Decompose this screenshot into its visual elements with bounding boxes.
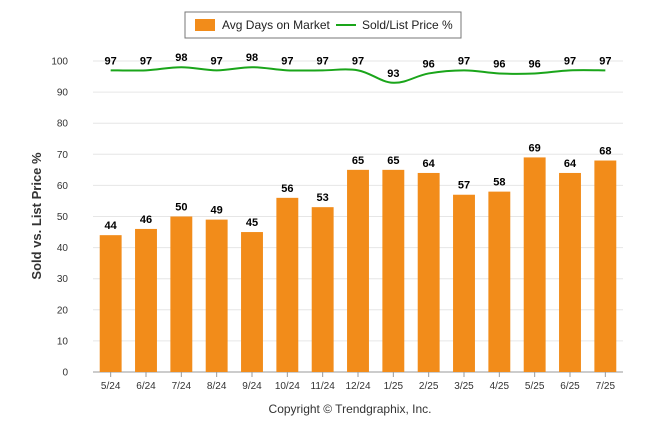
bar-data-label: 68 (599, 146, 611, 158)
bar (241, 232, 263, 372)
bar (382, 169, 405, 372)
x-tick-label: 5/25 (525, 381, 545, 392)
line-series (110, 66, 606, 84)
y-tick-label: 90 (57, 88, 69, 99)
y-tick-label: 60 (57, 181, 69, 192)
bar-data-label: 64 (423, 158, 436, 170)
line-data-label: 97 (105, 55, 117, 67)
legend: Avg Days on Market Sold/List Price % (184, 11, 462, 39)
bar (559, 172, 581, 372)
x-tick-label: 7/25 (596, 381, 616, 392)
bar-data-label: 64 (564, 158, 577, 170)
bar (205, 219, 228, 372)
bar-data-label: 50 (175, 202, 187, 214)
x-tick-label: 6/25 (560, 381, 580, 392)
x-tick-label: 4/25 (490, 381, 510, 392)
y-tick-label: 0 (62, 368, 68, 379)
line-data-label: 97 (211, 55, 223, 67)
bar (276, 197, 299, 372)
bar (99, 235, 122, 372)
y-tick-label: 30 (57, 274, 69, 285)
bar-data-labels: 44 46 50 49 45 56 53 65 65 64 57 58 69 64 68 (105, 142, 612, 232)
x-tick-label: 8/24 (207, 381, 227, 392)
x-tick-label: 2/25 (419, 381, 439, 392)
sold-list-price-line (110, 66, 606, 84)
line-data-label: 98 (246, 52, 258, 64)
bar-data-label: 65 (352, 155, 364, 167)
line-data-label: 96 (493, 58, 505, 70)
x-tick-label: 1/25 (384, 381, 404, 392)
bar (417, 172, 440, 372)
bar-data-label: 49 (211, 205, 223, 217)
bar-data-label: 56 (281, 183, 293, 195)
x-tick-label: 12/24 (345, 381, 370, 392)
line-data-label: 97 (317, 55, 329, 67)
legend-label-days-on-market: Avg Days on Market (222, 18, 330, 32)
bar (135, 228, 157, 372)
x-tick-label: 5/24 (101, 381, 121, 392)
legend-swatch-bar (195, 19, 215, 31)
bar (311, 207, 334, 372)
y-tick-label: 20 (57, 305, 69, 316)
legend-box (184, 11, 462, 39)
x-tick-label: 11/24 (311, 381, 336, 392)
x-tick-label: 6/24 (136, 381, 156, 392)
line-data-label: 96 (529, 58, 541, 70)
bar (594, 160, 617, 372)
copyright-footer: Copyright © Trendgraphix, Inc. (269, 402, 432, 416)
bar-data-label: 58 (493, 177, 505, 189)
x-tick-label: 9/24 (242, 381, 262, 392)
line-data-labels: 97 97 98 97 98 97 97 97 93 96 97 96 96 97 97 (105, 52, 612, 80)
line-data-label: 97 (281, 55, 293, 67)
bar-data-label: 44 (105, 220, 118, 232)
line-data-label: 97 (140, 55, 152, 67)
y-tick-label: 100 (51, 57, 68, 68)
bar (523, 157, 546, 372)
bar-data-label: 69 (529, 142, 541, 154)
x-tick-label: 10/24 (275, 381, 300, 392)
x-tick-label: 3/25 (454, 381, 474, 392)
bar-data-label: 46 (140, 214, 152, 226)
bar (488, 191, 511, 372)
line-data-label: 97 (352, 55, 364, 67)
y-axis-ticks: 0 10 20 30 40 50 60 70 80 90 100 (51, 57, 68, 379)
y-tick-label: 10 (57, 336, 69, 347)
legend-label-sold-list-price: Sold/List Price % (362, 18, 453, 32)
line-data-label: 96 (423, 58, 435, 70)
x-tick-label: 7/24 (172, 381, 192, 392)
line-data-label: 97 (564, 55, 576, 67)
bar-data-label: 65 (387, 155, 399, 167)
x-axis-ticks: 5/24 6/24 7/24 8/24 9/24 10/24 11/24 12/24 1/25 2… (101, 372, 616, 392)
line-data-label: 97 (458, 55, 470, 67)
y-tick-label: 40 (57, 243, 69, 254)
y-axis-title: Sold vs. List Price % (29, 152, 44, 280)
bar-series (99, 157, 617, 372)
line-data-label: 97 (599, 55, 611, 67)
line-data-label: 93 (387, 68, 399, 80)
bar (170, 216, 193, 372)
y-tick-label: 50 (57, 212, 69, 223)
line-data-label: 98 (175, 52, 187, 64)
bar-data-label: 53 (317, 192, 329, 204)
bar-data-label: 57 (458, 180, 470, 192)
bar (347, 169, 369, 372)
bar (453, 194, 475, 372)
y-tick-label: 80 (57, 119, 69, 130)
bar-data-label: 45 (246, 217, 258, 229)
y-tick-label: 70 (57, 150, 69, 161)
